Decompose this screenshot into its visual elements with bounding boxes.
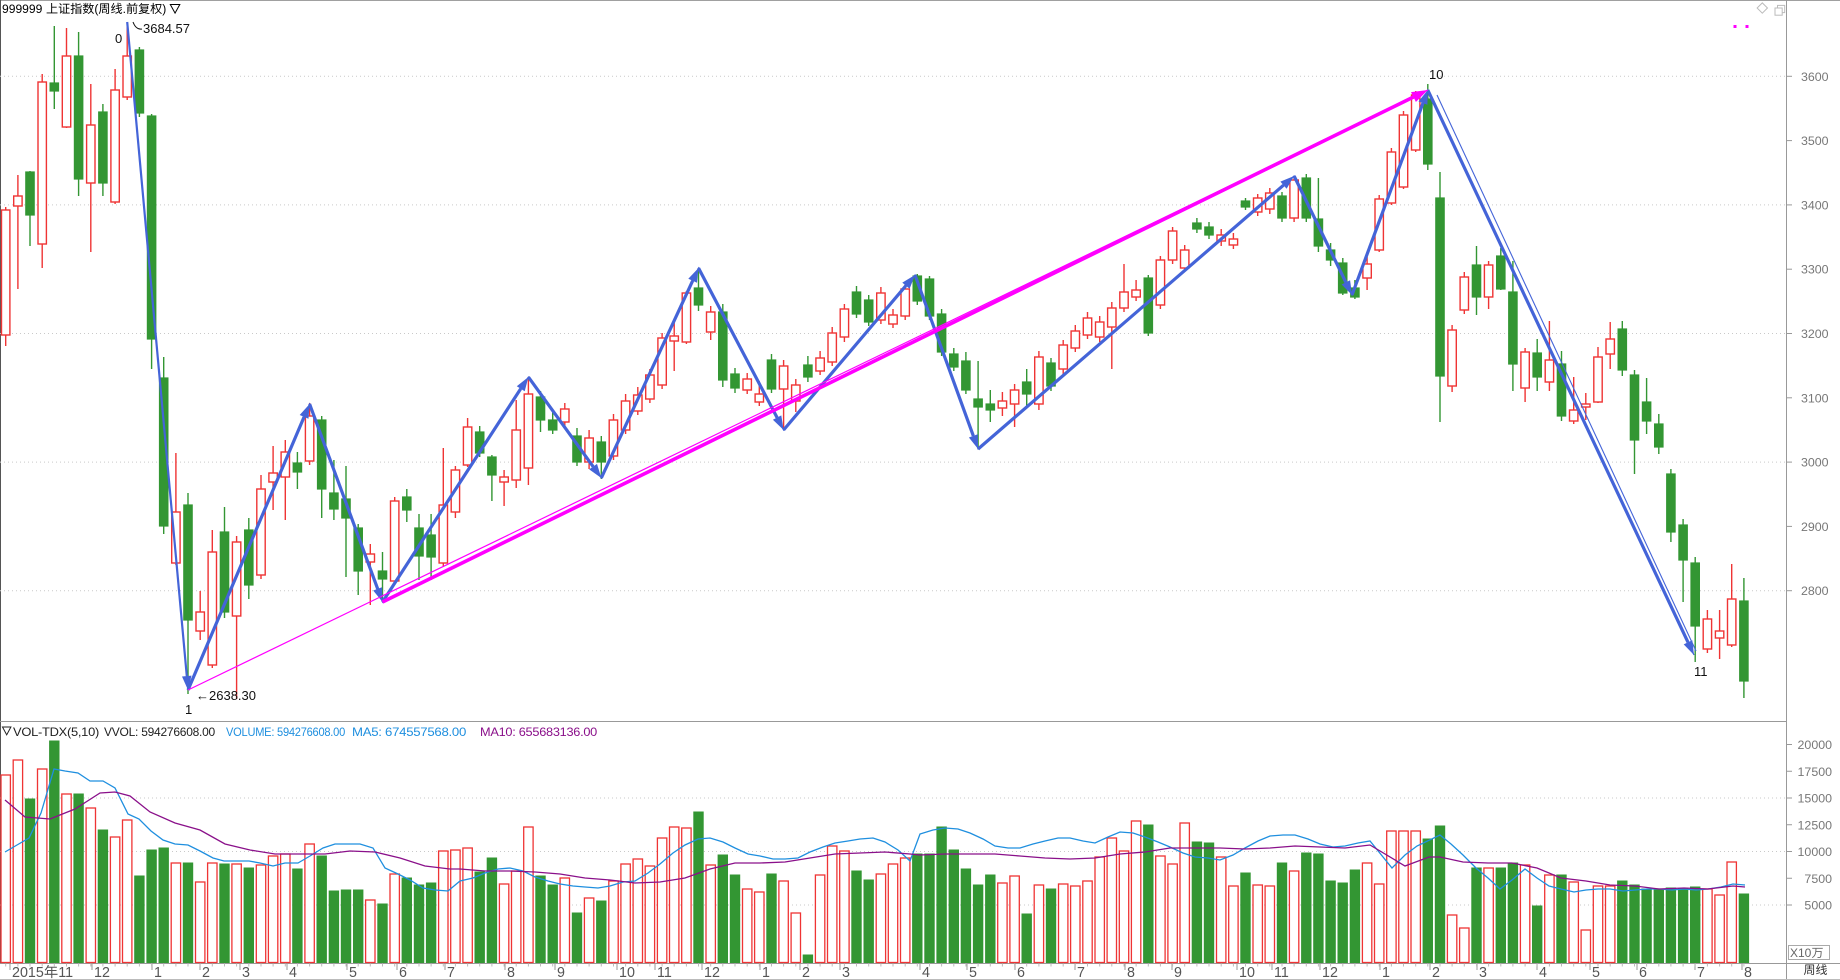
svg-text:2: 2 — [802, 965, 810, 980]
svg-text:5: 5 — [349, 965, 357, 980]
svg-text:11: 11 — [1274, 965, 1289, 980]
svg-text:MA5: 674557568.00: MA5: 674557568.00 — [352, 725, 467, 739]
svg-text:11: 11 — [1694, 664, 1708, 679]
svg-text:8: 8 — [507, 965, 515, 980]
svg-text:10000: 10000 — [1798, 845, 1833, 859]
svg-text:7: 7 — [447, 965, 455, 980]
svg-text:4: 4 — [289, 965, 297, 980]
svg-text:MA10: 655683136.00: MA10: 655683136.00 — [480, 725, 598, 739]
svg-text:7: 7 — [1697, 965, 1705, 980]
svg-text:4: 4 — [1539, 965, 1547, 980]
svg-text:VOL-TDX(5,10): VOL-TDX(5,10) — [13, 725, 99, 739]
svg-text:6: 6 — [399, 965, 407, 980]
svg-text:2: 2 — [1432, 965, 1440, 980]
svg-text:15000: 15000 — [1798, 792, 1833, 806]
svg-text:2: 2 — [202, 965, 210, 980]
svg-text:7500: 7500 — [1804, 872, 1832, 886]
svg-text:12: 12 — [704, 965, 720, 980]
svg-text:4: 4 — [922, 965, 930, 980]
svg-text:3300: 3300 — [1801, 263, 1829, 277]
svg-text:): ) — [162, 2, 166, 16]
svg-text:5000: 5000 — [1804, 899, 1832, 913]
svg-text:1: 1 — [154, 965, 162, 980]
svg-text:3400: 3400 — [1801, 198, 1829, 212]
svg-text:10: 10 — [1429, 67, 1443, 82]
svg-text:11: 11 — [657, 965, 672, 980]
svg-text:1: 1 — [185, 702, 192, 717]
svg-text:3000: 3000 — [1801, 456, 1829, 470]
svg-text:12: 12 — [1322, 965, 1338, 980]
svg-text:7: 7 — [1077, 965, 1085, 980]
svg-text:12500: 12500 — [1798, 818, 1833, 832]
svg-text:3600: 3600 — [1801, 70, 1829, 84]
svg-text:3100: 3100 — [1801, 391, 1829, 405]
svg-text:5: 5 — [969, 965, 977, 980]
svg-text:1: 1 — [762, 965, 770, 980]
svg-text:3: 3 — [842, 965, 850, 980]
svg-text:←2638.30: ←2638.30 — [196, 688, 256, 703]
svg-text:1: 1 — [1382, 965, 1390, 980]
svg-text:10: 10 — [619, 965, 635, 980]
svg-text:3: 3 — [242, 965, 250, 980]
svg-text:2900: 2900 — [1801, 520, 1829, 534]
svg-text:12: 12 — [94, 965, 110, 980]
svg-text:2015: 2015 — [12, 965, 44, 980]
svg-text:6: 6 — [1639, 965, 1647, 980]
svg-text:8: 8 — [1127, 965, 1135, 980]
svg-text:X10: X10 — [1790, 946, 1812, 960]
svg-text:0: 0 — [115, 31, 122, 46]
svg-text:6: 6 — [1017, 965, 1025, 980]
svg-text:(: ( — [94, 2, 98, 16]
svg-text:11: 11 — [58, 965, 73, 980]
svg-text:2800: 2800 — [1801, 584, 1829, 598]
svg-text:3684.57: 3684.57 — [143, 21, 190, 36]
svg-text:3500: 3500 — [1801, 134, 1829, 148]
svg-text:.: . — [123, 2, 126, 16]
svg-text:999999: 999999 — [2, 2, 43, 16]
svg-text:5: 5 — [1592, 965, 1600, 980]
svg-text:9: 9 — [557, 965, 565, 980]
svg-text:8: 8 — [1744, 965, 1752, 980]
svg-text:3: 3 — [1479, 965, 1487, 980]
svg-text:9: 9 — [1174, 965, 1182, 980]
svg-text:VOLUME: 594276608.00: VOLUME: 594276608.00 — [226, 725, 346, 739]
svg-text:VVOL: 594276608.00: VVOL: 594276608.00 — [104, 725, 216, 739]
svg-text:3200: 3200 — [1801, 327, 1829, 341]
svg-text:17500: 17500 — [1798, 765, 1833, 779]
svg-text:10: 10 — [1239, 965, 1255, 980]
svg-text:20000: 20000 — [1798, 738, 1833, 752]
